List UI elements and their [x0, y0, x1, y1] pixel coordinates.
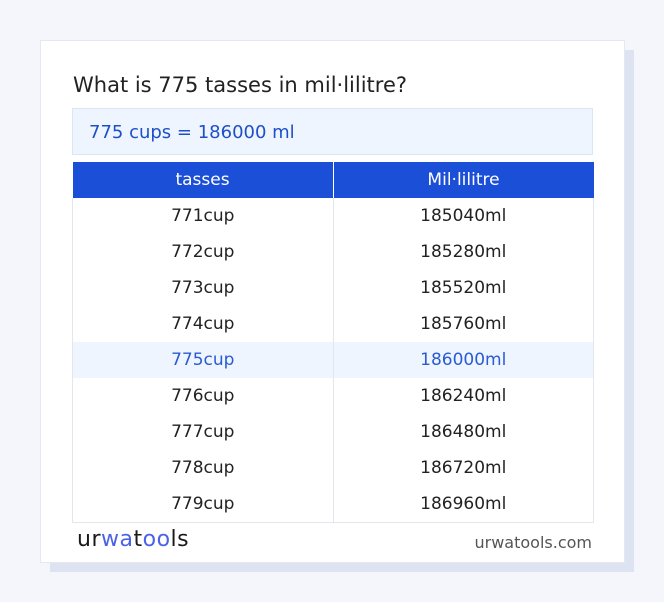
site-url: urwatools.com — [474, 533, 593, 552]
table-row: 772cup 185280ml — [72, 234, 594, 270]
cell-tasses: 773cup — [72, 270, 334, 306]
table-row: 774cup 185760ml — [72, 306, 594, 342]
cell-millilitre: 185520ml — [332, 270, 594, 306]
cell-tasses: 775cup — [72, 342, 334, 378]
cell-millilitre: 186720ml — [332, 450, 594, 486]
table-row: 779cup 186960ml — [72, 486, 594, 523]
cell-tasses: 778cup — [72, 450, 334, 486]
conversion-table: tasses Mil·lilitre 771cup 185040ml 772cup 1… — [72, 162, 594, 523]
table-header-row: tasses Mil·lilitre — [72, 162, 594, 198]
cell-millilitre: 185040ml — [332, 198, 594, 234]
cell-tasses: 771cup — [72, 198, 334, 234]
cell-tasses: 776cup — [72, 378, 334, 414]
cell-tasses: 774cup — [72, 306, 334, 342]
cell-tasses: 772cup — [72, 234, 334, 270]
page-title: What is 775 tasses in mil·lilitre? — [73, 73, 408, 97]
cell-millilitre: 186480ml — [332, 414, 594, 450]
cell-millilitre: 185280ml — [332, 234, 594, 270]
table-row: 775cup 186000ml — [72, 342, 594, 378]
urwatools-logo: urwatools — [77, 527, 190, 552]
cell-millilitre: 185760ml — [332, 306, 594, 342]
table-row: 776cup 186240ml — [72, 378, 594, 414]
table-row: 777cup 186480ml — [72, 414, 594, 450]
cell-tasses: 777cup — [72, 414, 334, 450]
conversion-card: What is 775 tasses in mil·lilitre? 775 c… — [40, 40, 625, 563]
column-header-millilitre: Mil·lilitre — [332, 162, 594, 198]
cell-millilitre: 186960ml — [332, 486, 594, 523]
cell-millilitre: 186240ml — [332, 378, 594, 414]
cell-tasses: 779cup — [72, 486, 334, 523]
conversion-result: 775 cups = 186000 ml — [72, 108, 593, 155]
table-row: 773cup 185520ml — [72, 270, 594, 306]
table-row: 778cup 186720ml — [72, 450, 594, 486]
table-row: 771cup 185040ml — [72, 198, 594, 234]
column-header-tasses: tasses — [72, 162, 333, 198]
cell-millilitre: 186000ml — [332, 342, 594, 378]
